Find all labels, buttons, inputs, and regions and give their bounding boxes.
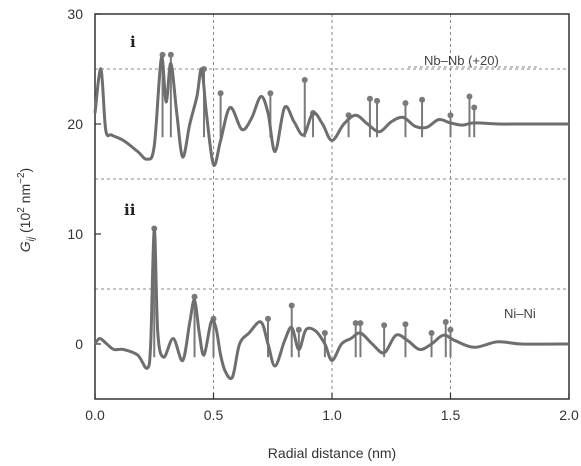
stick-head — [352, 320, 359, 327]
stick-head — [442, 319, 449, 325]
stick-head — [321, 330, 328, 336]
stick-head — [267, 90, 274, 97]
curve-nb-nb — [93, 56, 569, 167]
stick-marks — [151, 51, 478, 358]
stick-head — [447, 326, 454, 333]
y-tick-label: 10 — [67, 226, 83, 242]
stick-head — [265, 315, 272, 322]
x-axis-title: Radial distance (nm) — [268, 445, 396, 461]
stick-head — [447, 112, 454, 119]
curves — [93, 56, 570, 381]
y-axis-title: Gij (102 nm−2) — [16, 168, 37, 252]
series-label-ni: Ni–Ni — [504, 306, 536, 321]
y-tick-label: 0 — [75, 336, 83, 352]
y-tick-label: 20 — [67, 116, 83, 132]
stick-head — [357, 320, 364, 327]
series-label-nb: Nb–Nb (+20) — [424, 53, 499, 68]
stick-head — [366, 95, 373, 102]
stick-head — [381, 322, 388, 329]
panel-label-i: i — [130, 33, 136, 51]
x-tick-label: 1.0 — [322, 407, 342, 423]
axis-ticks: 0.0 0.5 1.0 1.5 2.0 0 10 20 30 — [67, 6, 579, 423]
stick-head — [402, 321, 409, 328]
stick-head — [402, 100, 409, 107]
stick-head — [167, 51, 174, 58]
stick-head — [217, 90, 224, 97]
stick-head — [466, 93, 473, 100]
y-tick-label: 30 — [67, 6, 83, 22]
stick-head — [301, 77, 308, 83]
stick-head — [428, 330, 435, 336]
stick-head — [191, 293, 198, 300]
x-tick-label: 0.0 — [85, 407, 105, 423]
stick-head — [419, 96, 426, 103]
x-tick-label: 2.0 — [559, 407, 579, 423]
stick-head — [295, 326, 302, 333]
x-tick-label: 0.5 — [204, 407, 224, 423]
stick-head — [288, 302, 295, 309]
curve-ni-ni — [93, 226, 570, 381]
x-tick-label: 1.5 — [441, 407, 461, 423]
stick-head — [471, 104, 478, 111]
panel-label-ii: ii — [124, 201, 136, 219]
stick-head — [374, 97, 381, 104]
